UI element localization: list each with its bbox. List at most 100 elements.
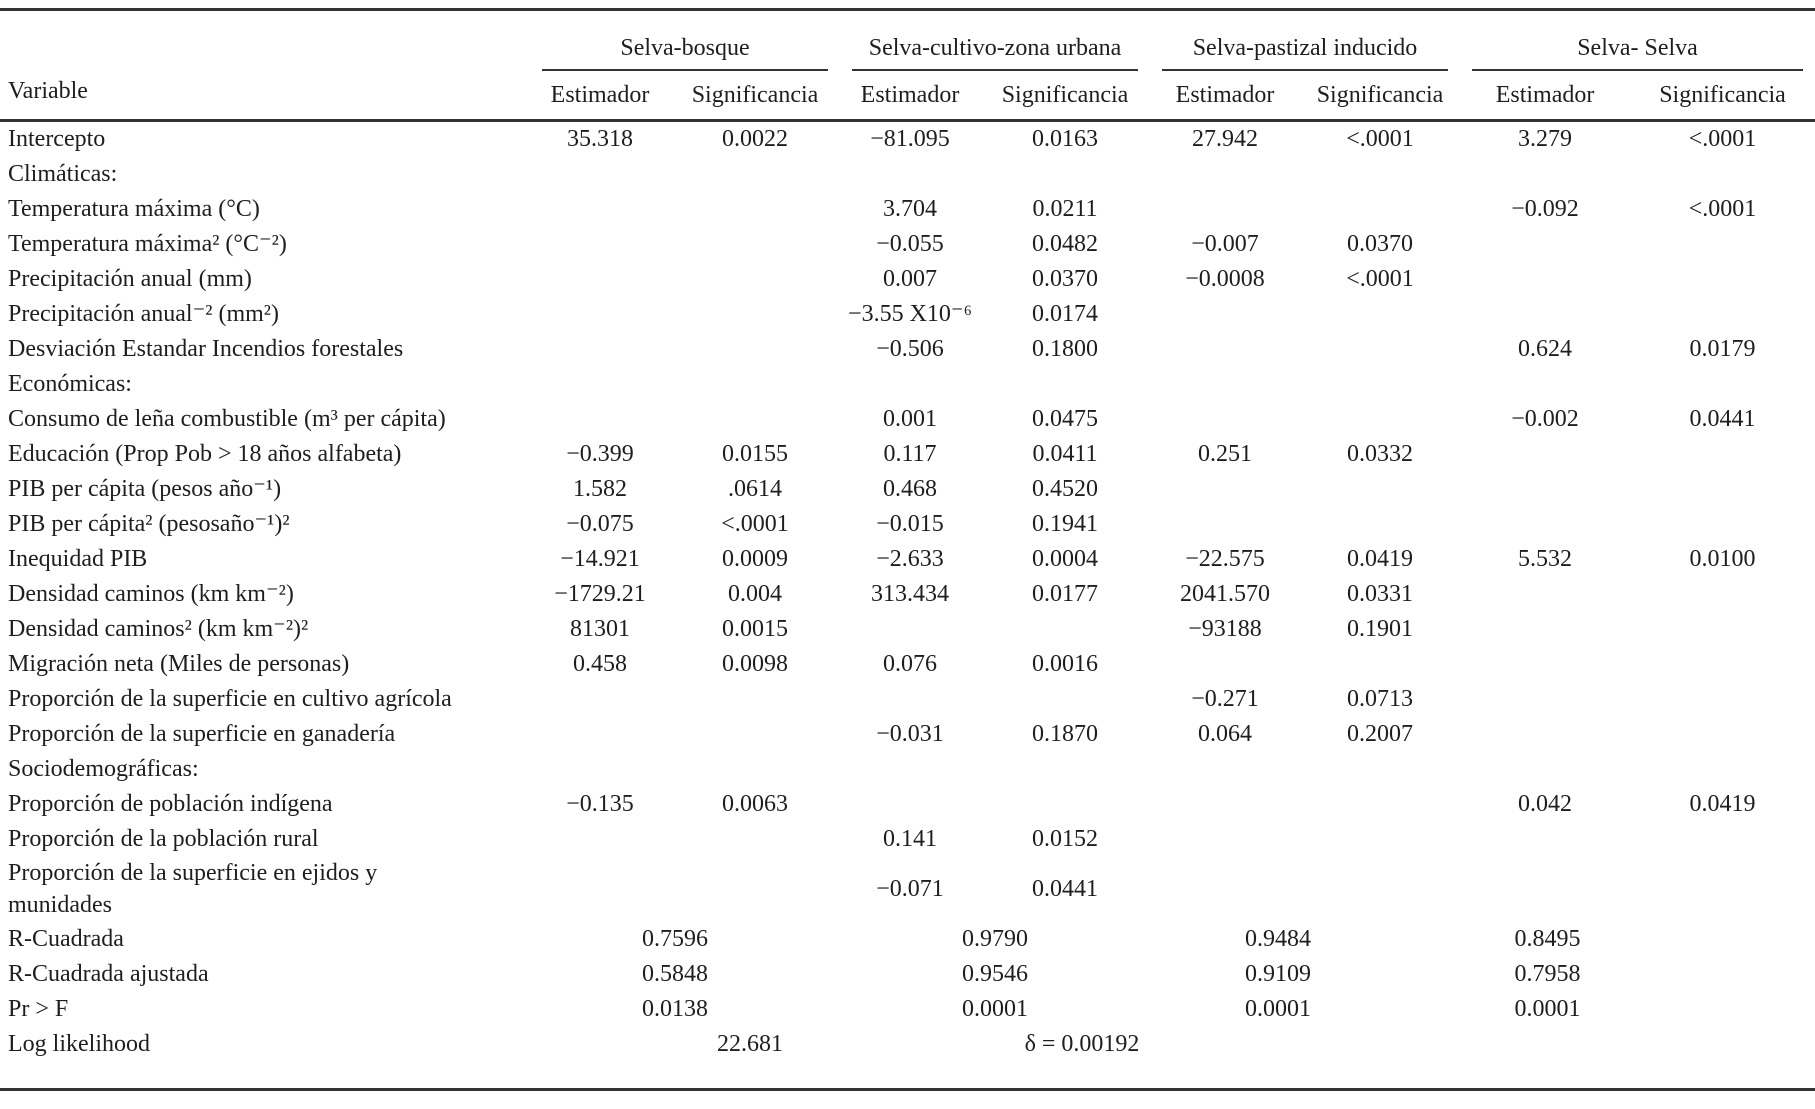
cell-value	[1150, 297, 1300, 332]
group-label: Selva-pastizal inducido	[1162, 35, 1449, 71]
subheader-significancia: Significancia	[1300, 71, 1461, 122]
cell-value	[1300, 647, 1460, 682]
cell-value	[1150, 647, 1300, 682]
cell-value: 0.064	[1198, 721, 1252, 748]
cell-value	[1630, 437, 1815, 472]
cell-value: −0.399	[566, 441, 634, 468]
cell-value: .0614	[728, 476, 782, 503]
cell-value: −3.55 X10⁻⁶	[848, 301, 972, 328]
group-header-row: Variable Selva-bosque Selva-cultivo-zona…	[0, 11, 1815, 122]
section-label: Sociodemográficas:	[8, 756, 199, 783]
cell-value	[1630, 717, 1815, 752]
cell-value: 0.1800	[1032, 336, 1098, 363]
table-row: Temperatura máxima² (°C⁻²) −0.055 0.0482 −0…	[0, 227, 1815, 262]
row-label: Temperatura máxima² (°C⁻²)	[8, 231, 287, 258]
table-row: Proporción de población indígena −0.135 0.…	[0, 787, 1815, 822]
empty-cell	[530, 752, 1815, 787]
cell-value: 0.1870	[1032, 721, 1098, 748]
cell-value	[1630, 577, 1815, 612]
cell-value: 5.532	[1518, 546, 1573, 573]
cell-value: −14.921	[560, 546, 640, 573]
cell-value: <.0001	[1346, 266, 1414, 293]
cell-value: −0.007	[1191, 231, 1259, 258]
cell-value	[1150, 332, 1300, 367]
cell-value: 0.4520	[1032, 476, 1098, 503]
row-label: Migración neta (Miles de personas)	[8, 651, 350, 678]
cell-value: 0.001	[883, 406, 937, 433]
cell-value: 2041.570	[1180, 581, 1270, 608]
cell-value	[1460, 682, 1630, 717]
cell-value	[1460, 227, 1630, 262]
row-label: Proporción de la población rural	[8, 826, 319, 853]
variable-column-header: Variable	[0, 11, 530, 122]
cell-value: 3.279	[1518, 126, 1573, 153]
cell-value	[530, 192, 670, 227]
row-label: Inequidad PIB	[8, 546, 148, 573]
section-row: Sociodemográficas:	[0, 752, 1815, 787]
cell-value	[1300, 787, 1460, 822]
cell-value	[530, 227, 670, 262]
cell-value	[1630, 227, 1815, 262]
stat-value: 0.0138	[642, 996, 708, 1023]
row-label: Consumo de leña combustible (m³ per cápi…	[8, 406, 446, 433]
cell-value: 0.0713	[1347, 686, 1413, 713]
cell-value: 27.942	[1192, 126, 1258, 153]
cell-value: 0.0370	[1032, 266, 1098, 293]
cell-value: 0.0441	[1689, 406, 1756, 433]
row-label: Densidad caminos² (km km⁻²)²	[8, 616, 309, 643]
table-row: Precipitación anual⁻² (mm²) −3.55 X10⁻⁶ 0.…	[0, 297, 1815, 332]
cell-value	[1630, 682, 1815, 717]
row-label: R-Cuadrada ajustada	[8, 961, 209, 988]
row-label: Proporción de la superficie en cultivo a…	[8, 686, 452, 713]
row-label: R-Cuadrada	[8, 926, 124, 953]
cell-value	[980, 682, 1150, 717]
empty-cell	[530, 367, 1815, 402]
cell-value: −0.015	[876, 511, 944, 538]
cell-value: 0.0482	[1032, 231, 1098, 258]
cell-value: 0.2007	[1347, 721, 1413, 748]
table-row: Proporción de la superficie en cultivo a…	[0, 682, 1815, 717]
cell-value: 0.141	[883, 826, 937, 853]
stat-value: 0.9790	[962, 926, 1028, 953]
cell-value: 0.0015	[722, 616, 788, 643]
stat-value	[1460, 1027, 1815, 1062]
cell-value	[1300, 332, 1460, 367]
cell-value	[1630, 647, 1815, 682]
cell-value	[1150, 822, 1300, 857]
cell-value	[530, 822, 670, 857]
row-label: Intercepto	[8, 126, 106, 153]
cell-value	[1150, 402, 1300, 437]
cell-value	[1300, 472, 1460, 507]
cell-value	[530, 262, 670, 297]
subheader-significancia: Significancia	[670, 71, 840, 122]
cell-value: 0.0332	[1347, 441, 1413, 468]
cell-value: <.0001	[1346, 126, 1414, 153]
table-row: Densidad caminos² (km km⁻²)² 81301 0.0015 −…	[0, 612, 1815, 647]
row-label: Pr > F	[8, 996, 69, 1023]
cell-value	[980, 612, 1150, 647]
cell-value: −81.095	[870, 126, 950, 153]
empty-cell	[530, 157, 1815, 192]
cell-value: 0.458	[573, 651, 627, 678]
cell-value	[1150, 857, 1300, 922]
cell-value: <.0001	[1688, 196, 1757, 223]
section-row: Económicas:	[0, 367, 1815, 402]
cell-value	[1300, 192, 1460, 227]
cell-value: 0.0211	[1032, 196, 1098, 223]
cell-value	[1630, 507, 1815, 542]
stat-value: 0.0001	[962, 996, 1028, 1023]
group-label: Selva- Selva	[1472, 35, 1804, 71]
row-label: Temperatura máxima (°C)	[8, 196, 260, 223]
cell-value	[670, 262, 840, 297]
table-row: Proporción de la superficie en ganadería…	[0, 717, 1815, 752]
cell-value	[1150, 787, 1300, 822]
cell-value: 0.0177	[1032, 581, 1098, 608]
cell-value	[980, 787, 1150, 822]
cell-value: 3.704	[883, 196, 937, 223]
cell-value	[1630, 262, 1815, 297]
cell-value: 313.434	[871, 581, 949, 608]
stat-value: 0.7596	[642, 926, 708, 953]
cell-value: 0.468	[883, 476, 937, 503]
cell-value: −0.055	[876, 231, 944, 258]
cell-value: 1.582	[573, 476, 627, 503]
